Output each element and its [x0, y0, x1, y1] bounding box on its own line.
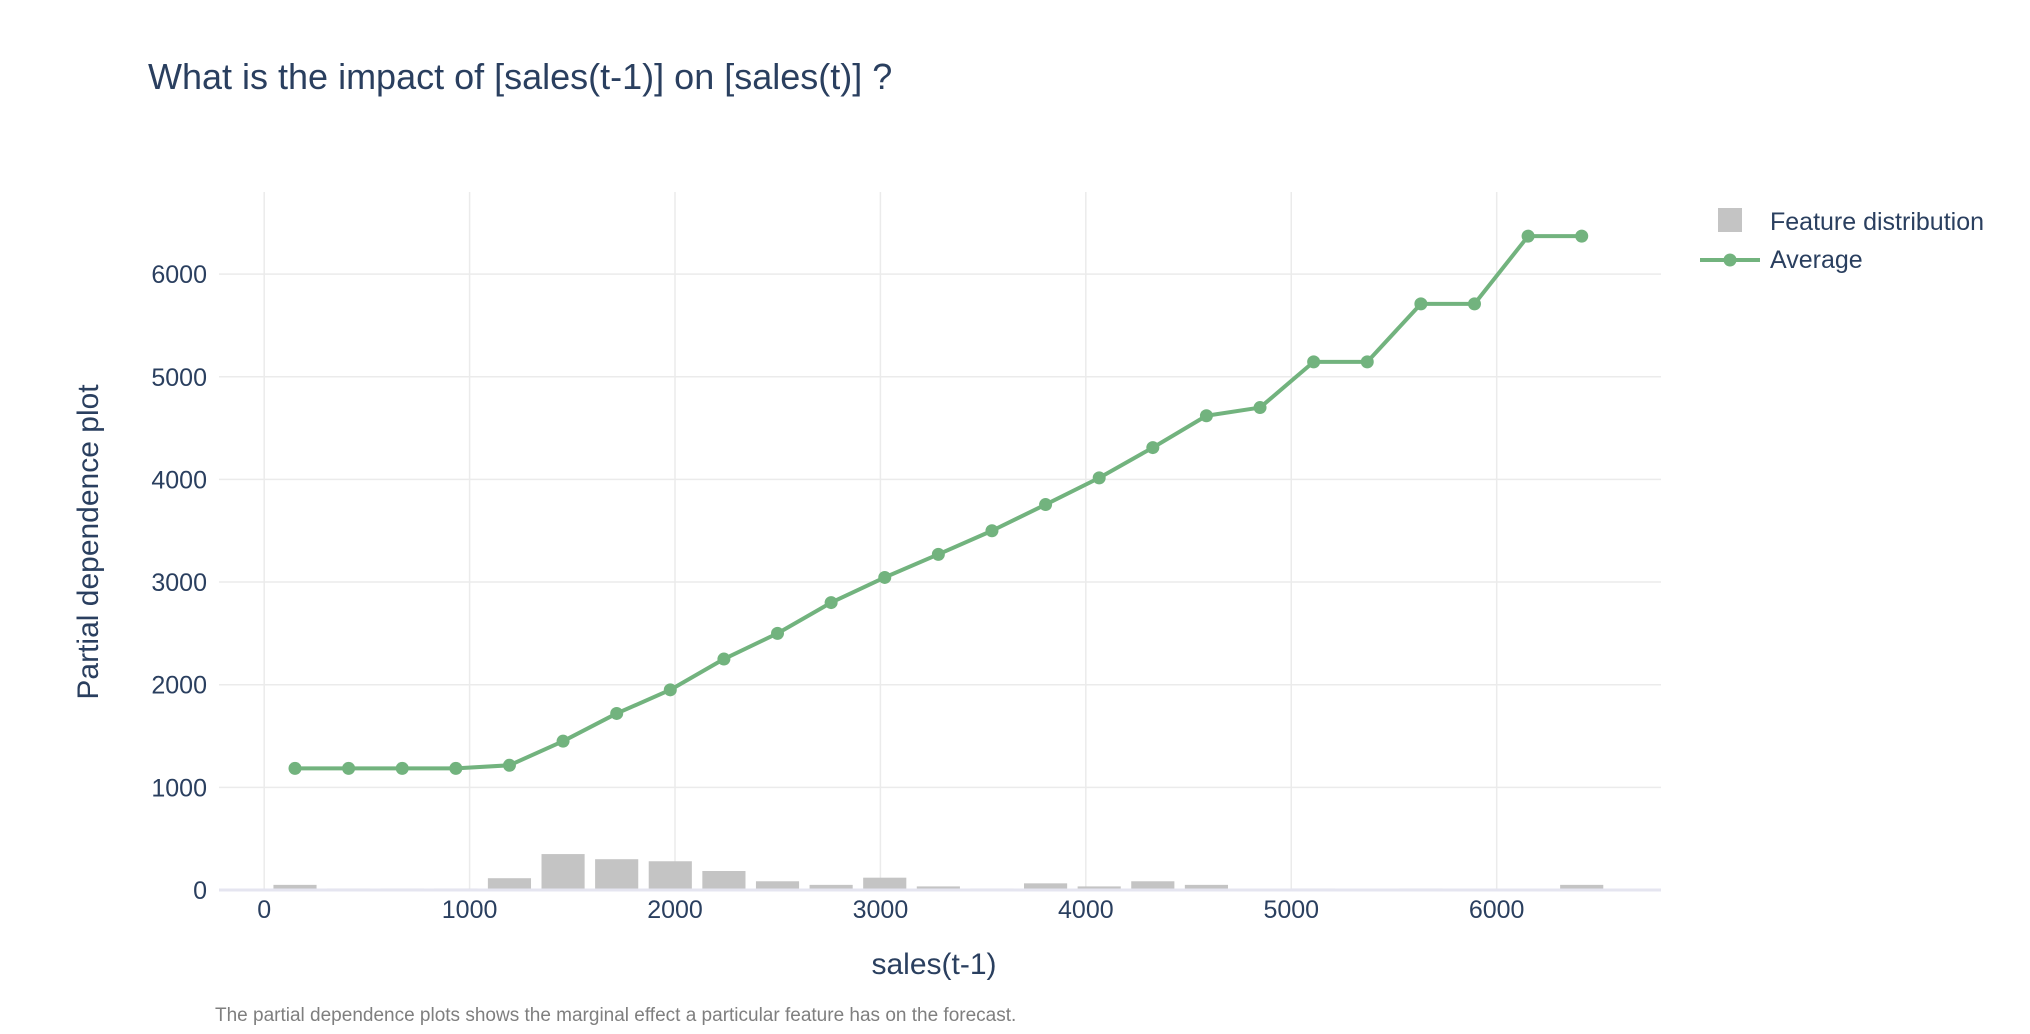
y-tick-label: 1000	[151, 774, 207, 802]
y-axis-ticks: 0 1000 2000 3000 4000 5000 6000	[151, 261, 207, 905]
feature-distribution-bar	[595, 859, 639, 890]
average-point	[1092, 471, 1106, 485]
feature-distribution-bar	[916, 886, 960, 890]
average-point	[610, 706, 624, 720]
average-point	[717, 652, 731, 666]
average-point	[288, 761, 302, 775]
feature-distribution-bar	[648, 861, 692, 890]
average-point	[771, 626, 785, 640]
feature-distribution-bar	[809, 884, 853, 890]
average-line	[295, 234, 1582, 771]
feature-distribution-bar	[487, 878, 532, 890]
average-point	[1467, 297, 1481, 311]
x-tick-label: 0	[257, 896, 271, 924]
average-point	[1253, 401, 1267, 415]
x-tick-label: 4000	[1058, 896, 1114, 924]
average-point	[1521, 229, 1535, 243]
y-tick-label: 0	[193, 877, 207, 905]
x-tick-label: 5000	[1263, 896, 1319, 924]
y-tick-label: 6000	[151, 261, 207, 289]
average-point	[1575, 229, 1589, 243]
x-tick-label: 2000	[647, 896, 703, 924]
y-axis-title: Partial dependence plot	[72, 384, 105, 700]
average-point	[502, 758, 516, 772]
y-tick-label: 5000	[151, 364, 207, 392]
feature-distribution-bar	[1131, 881, 1175, 890]
average-point	[556, 734, 570, 748]
feature-distribution-bar	[702, 871, 746, 890]
feature-distribution-bar	[541, 854, 585, 890]
average-point	[342, 761, 356, 775]
average-line-series	[288, 229, 1589, 775]
feature-distribution-bar	[1560, 884, 1604, 890]
average-point	[1039, 498, 1053, 512]
feature-distribution-bar	[1024, 883, 1068, 890]
y-tick-label: 3000	[151, 569, 207, 597]
feature-distribution-swatch	[1718, 208, 1742, 232]
x-tick-label: 6000	[1469, 896, 1525, 924]
average-point	[395, 761, 409, 775]
x-tick-label: 1000	[442, 896, 498, 924]
feature-distribution-bar	[755, 881, 800, 890]
legend-item-feature-distribution[interactable]: Feature distribution	[1718, 208, 1984, 236]
average-swatch-marker	[1723, 253, 1737, 267]
feature-distribution-bar	[863, 877, 907, 890]
feature-distribution-bars	[273, 854, 1604, 890]
average-point	[824, 596, 838, 610]
x-axis-ticks: 0 1000 2000 3000 4000 5000 6000	[257, 896, 1524, 924]
average-point	[931, 547, 945, 561]
feature-distribution-bar	[1077, 886, 1121, 890]
average-point	[663, 683, 677, 697]
chart-caption: The partial dependence plots shows the m…	[215, 1005, 1016, 1026]
x-axis-title: sales(t-1)	[871, 948, 996, 981]
average-point	[1360, 355, 1374, 369]
gridlines	[219, 192, 1661, 890]
legend-label-average: Average	[1770, 246, 1863, 274]
average-point	[449, 761, 463, 775]
legend[interactable]: Feature distribution Average	[1700, 208, 1984, 274]
average-point	[878, 570, 892, 584]
y-tick-label: 4000	[151, 466, 207, 494]
legend-label-feature-distribution: Feature distribution	[1770, 208, 1984, 236]
chart-title: What is the impact of [sales(t-1)] on [s…	[148, 56, 892, 97]
average-point	[1414, 297, 1428, 311]
feature-distribution-bar	[273, 884, 317, 890]
y-tick-label: 2000	[151, 672, 207, 700]
feature-distribution-bar	[1184, 884, 1228, 890]
legend-item-average[interactable]: Average	[1700, 246, 1863, 274]
average-point	[1307, 355, 1321, 369]
average-point	[1199, 409, 1213, 423]
average-point	[1146, 441, 1160, 455]
x-tick-label: 3000	[853, 896, 909, 924]
average-point	[985, 524, 999, 538]
